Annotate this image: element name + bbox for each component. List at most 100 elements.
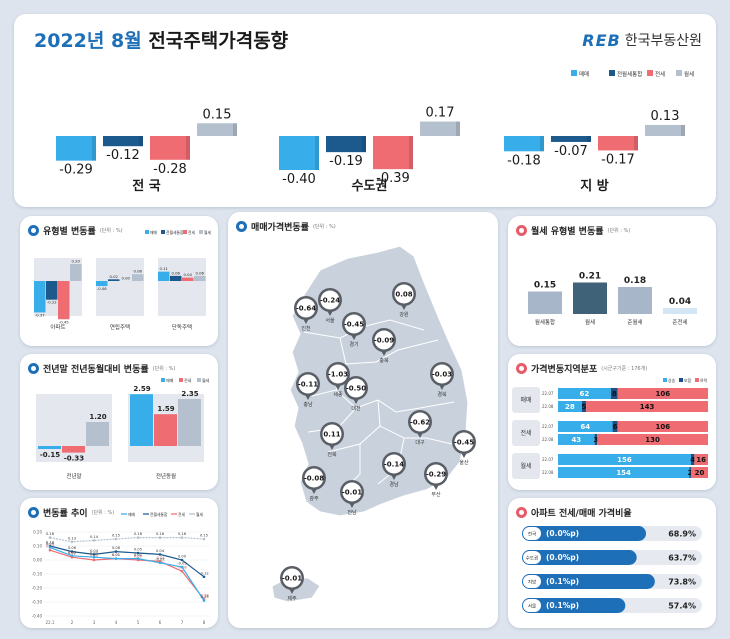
region-value: -0.45 — [344, 321, 364, 329]
bar — [598, 136, 638, 151]
map-pin-face — [432, 364, 452, 384]
title-date: 2022년 8월 — [34, 30, 142, 52]
legend-label: 전세 — [655, 70, 665, 78]
segment-label: 43 — [571, 436, 581, 444]
series-line — [49, 549, 205, 600]
region-name: 경기 — [349, 341, 358, 348]
segment-label: 6 — [613, 423, 618, 431]
region-name: 광주 — [309, 495, 319, 502]
trend-chart-title: 변동률 추이 — [43, 509, 88, 519]
ratio-fill — [522, 598, 626, 613]
point-label: 0.02 — [68, 552, 76, 556]
point-label: -0.05 — [177, 562, 186, 566]
map-pin-face — [454, 432, 474, 452]
bar — [573, 282, 607, 314]
point-label: 0.01 — [112, 553, 120, 557]
segment-label: 106 — [656, 390, 671, 398]
map-pin-face — [304, 468, 324, 488]
series-point — [70, 554, 74, 558]
period-label: 22.08 — [542, 470, 554, 475]
bar — [504, 136, 544, 152]
legend-swatch — [199, 230, 203, 234]
region-value: -0.50 — [346, 385, 366, 393]
segment-bar — [558, 401, 582, 412]
category-label: 단독주택 — [172, 323, 192, 331]
ratio-change: (0.0%p) — [546, 529, 579, 538]
segment-label: 156 — [617, 456, 632, 464]
bar-shade — [540, 136, 544, 152]
legend-label: 하락 — [700, 377, 708, 383]
series-point — [136, 551, 140, 555]
segment-bar — [690, 454, 695, 465]
point-label: -0.02 — [155, 557, 164, 561]
segment-bar — [558, 434, 595, 445]
legend-swatch — [609, 70, 615, 76]
point-label: 0.15 — [200, 534, 208, 538]
region-value: 0.08 — [395, 291, 412, 299]
rent-chart-title: 월세 유형별 변동률 — [531, 227, 604, 237]
segment-bar — [617, 388, 708, 399]
series-point — [158, 536, 162, 539]
legend-label: 전세 — [178, 512, 185, 517]
series-point — [180, 565, 184, 569]
ratio-name: 서울 — [528, 603, 536, 610]
series-point — [92, 555, 96, 559]
segment-bar — [597, 434, 708, 445]
bar — [326, 136, 366, 153]
type-chart-title: 유형별 변동률 — [43, 227, 96, 237]
segment-bar — [558, 388, 611, 399]
bar — [46, 281, 58, 300]
bar — [96, 281, 108, 287]
category-label: 월세 — [585, 318, 595, 326]
bar-shade — [634, 136, 638, 151]
bar-value-label: -0.19 — [329, 154, 363, 169]
period-label: 22.07 — [542, 457, 554, 462]
x-tick-label: 7 — [181, 620, 184, 625]
bar-value-label: -0.22 — [47, 300, 57, 305]
segment-label: 64 — [580, 423, 590, 431]
annual-chart-title: 전년말 전년동월대비 변동률 — [43, 365, 149, 375]
chart-icon — [28, 507, 39, 518]
bar-value-label: 2.35 — [181, 390, 198, 398]
group-label-bg — [512, 387, 540, 413]
map-pin-face — [298, 374, 318, 394]
legend-swatch — [161, 378, 165, 382]
segment-bar — [610, 388, 618, 399]
category-label: 준전세 — [672, 318, 687, 326]
ratio-value: 57.4% — [668, 602, 696, 611]
group-label-bg — [512, 453, 540, 479]
segment-bar — [690, 467, 708, 478]
legend-swatch — [179, 378, 183, 382]
map-pin-face — [328, 364, 348, 384]
korea-mainland-shape — [289, 245, 469, 517]
category-label: 지 방 — [580, 178, 608, 194]
legend-label: 보합 — [684, 377, 692, 383]
ratio-value: 73.8% — [668, 578, 696, 587]
region-name: 전남 — [347, 509, 357, 516]
segment-bar — [558, 467, 690, 478]
bar-value-label: 0.11 — [160, 266, 169, 271]
category-label: 아파트 — [50, 323, 65, 331]
org-logo: REB 한국부동산원 — [582, 30, 702, 50]
series-point — [202, 599, 206, 602]
bar-value-label: 0.18 — [624, 276, 646, 286]
jeonse-sale-ratio-card: 아파트 전세/매매 가격비율 전국 (0.0%p) 68.9% 수도권 (0.0%p) 6… — [508, 498, 716, 628]
map-pin-face — [344, 314, 364, 334]
trend-chart-unit: (단위 : %) — [91, 510, 115, 516]
region-name: 충북 — [379, 357, 389, 364]
bar — [154, 414, 177, 446]
region-value: -0.08 — [304, 475, 324, 483]
ratio-name-chip — [523, 527, 541, 540]
group-label: 매매 — [520, 396, 531, 404]
bar-value-label: 0.20 — [72, 259, 81, 264]
segment-label: 130 — [645, 436, 660, 444]
bar-value-label: 0.15 — [534, 281, 556, 291]
legend-label: 월세 — [202, 377, 210, 383]
point-label: 0.16 — [134, 532, 143, 536]
segment-label: 8 — [612, 390, 617, 398]
segment-label: 106 — [656, 423, 671, 431]
bar — [194, 275, 206, 281]
series-point — [114, 557, 118, 560]
bar-value-label: 0.15 — [203, 107, 232, 122]
